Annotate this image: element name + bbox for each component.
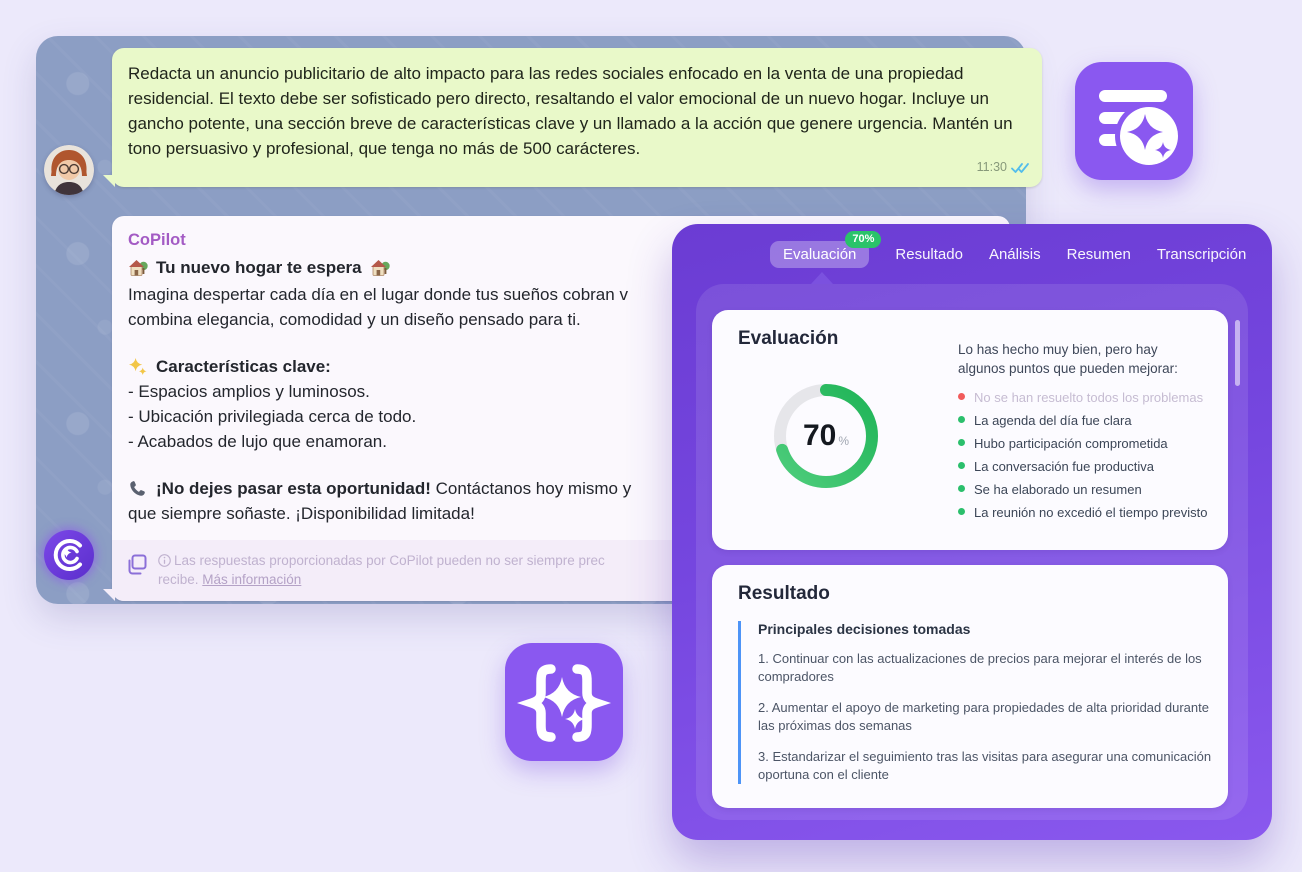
tab-resumen[interactable]: Resumen <box>1066 246 1131 263</box>
status-dot <box>958 393 965 400</box>
result-card: Resultado Principales decisiones tomadas… <box>712 565 1228 808</box>
score-unit: % <box>838 434 850 448</box>
cta-rest: Contáctanos hoy mismo y <box>430 479 632 498</box>
user-message-text: Redacta un anuncio publicitario de alto … <box>128 64 1013 158</box>
sparkles-icon <box>128 357 147 376</box>
decision-item: 3. Estandarizar el seguimiento tras las … <box>758 749 1212 782</box>
panel-scrollbar[interactable] <box>1235 320 1240 386</box>
feature-item: - Acabados de lujo que enamoran. <box>128 432 387 451</box>
panel-content: Evaluación 70 % Lo <box>696 284 1248 820</box>
cta-bold: ¡No dejes pasar esta oportunidad! <box>156 479 431 498</box>
disclaimer-line1: Las respuestas proporcionadas por CoPilo… <box>174 553 605 568</box>
status-dot <box>958 485 965 492</box>
evaluation-points: No se han resuelto todos los problemas L… <box>958 390 1224 520</box>
evaluation-point: La conversación fue productiva <box>958 459 1224 474</box>
more-info-link[interactable]: Más información <box>202 572 302 587</box>
decision-item: 2. Aumentar el apoyo de marketing para p… <box>758 700 1209 733</box>
avatar <box>44 145 94 195</box>
evaluation-point: La reunión no excedió el tiempo previsto <box>958 505 1224 520</box>
evaluation-card: Evaluación 70 % Lo <box>712 310 1228 550</box>
copilot-logo-icon <box>44 530 94 580</box>
tab-analisis[interactable]: Análisis <box>988 246 1041 263</box>
message-time: 11:30 <box>976 160 1007 174</box>
evaluation-panel: Evaluación 70% Resultado Análisis Resume… <box>672 224 1272 840</box>
house-icon <box>370 260 390 276</box>
features-heading: Características clave: <box>128 354 994 379</box>
double-check-icon <box>1011 162 1029 173</box>
score-ring-progress <box>774 384 878 488</box>
score-badge: 70% <box>845 231 882 248</box>
evaluation-point: Se ha elaborado un resumen <box>958 482 1224 497</box>
sender-name: CoPilot <box>128 231 186 249</box>
status-dot <box>958 462 965 469</box>
tab-evaluacion[interactable]: Evaluación 70% <box>770 231 882 268</box>
decisions-heading: Principales decisiones tomadas <box>758 621 971 637</box>
active-tab-caret <box>811 272 833 284</box>
code-braces-sparkle-icon <box>505 643 623 761</box>
summary-sparkle-icon <box>1075 62 1193 180</box>
status-dot <box>958 416 965 423</box>
copy-icon[interactable] <box>126 553 148 577</box>
evaluation-point: No se han resuelto todos los problemas <box>958 390 1224 405</box>
score-value: 70 <box>802 419 837 452</box>
assistant-intro-line1: Imagina despertar cada día en el lugar d… <box>128 285 628 304</box>
evaluation-title: Evaluación <box>738 328 839 349</box>
tab-resultado[interactable]: Resultado <box>895 246 963 263</box>
cta-line2: que siempre soñaste. ¡Disponibilidad lim… <box>128 504 475 523</box>
decision-item: 1. Continuar con las actualizaciones de … <box>758 651 1202 684</box>
phone-icon <box>130 481 145 496</box>
evaluation-point: La agenda del día fue clara <box>958 413 1224 428</box>
feature-item: - Ubicación privilegiada cerca de todo. <box>128 407 417 426</box>
cta-line1: ¡No dejes pasar esta oportunidad! Contác… <box>128 476 994 501</box>
disclaimer-line2: recibe. <box>158 572 203 587</box>
result-title: Resultado <box>738 583 830 604</box>
status-dot <box>958 439 965 446</box>
assistant-intro-line2: combina elegancia, comodidad y un diseño… <box>128 310 581 329</box>
user-message-bubble: Redacta un anuncio publicitario de alto … <box>103 48 1042 187</box>
evaluation-point: Hubo participación comprometida <box>958 436 1224 451</box>
feature-item: - Espacios amplios y luminosos. <box>128 382 370 401</box>
house-icon <box>129 260 148 276</box>
assistant-headline: Tu nuevo hogar te espera <box>128 255 994 280</box>
status-dot <box>958 508 965 515</box>
decisions-block: Principales decisiones tomadas 1. Contin… <box>738 621 1220 784</box>
tab-transcripcion[interactable]: Transcripción <box>1156 246 1247 263</box>
evaluation-summary: Lo has hecho muy bien, pero hay algunos … <box>958 342 1178 376</box>
score-donut: 70 % <box>770 380 882 492</box>
tab-bar: Evaluación 70% Resultado Análisis Resume… <box>770 231 1247 268</box>
info-icon <box>158 554 171 567</box>
